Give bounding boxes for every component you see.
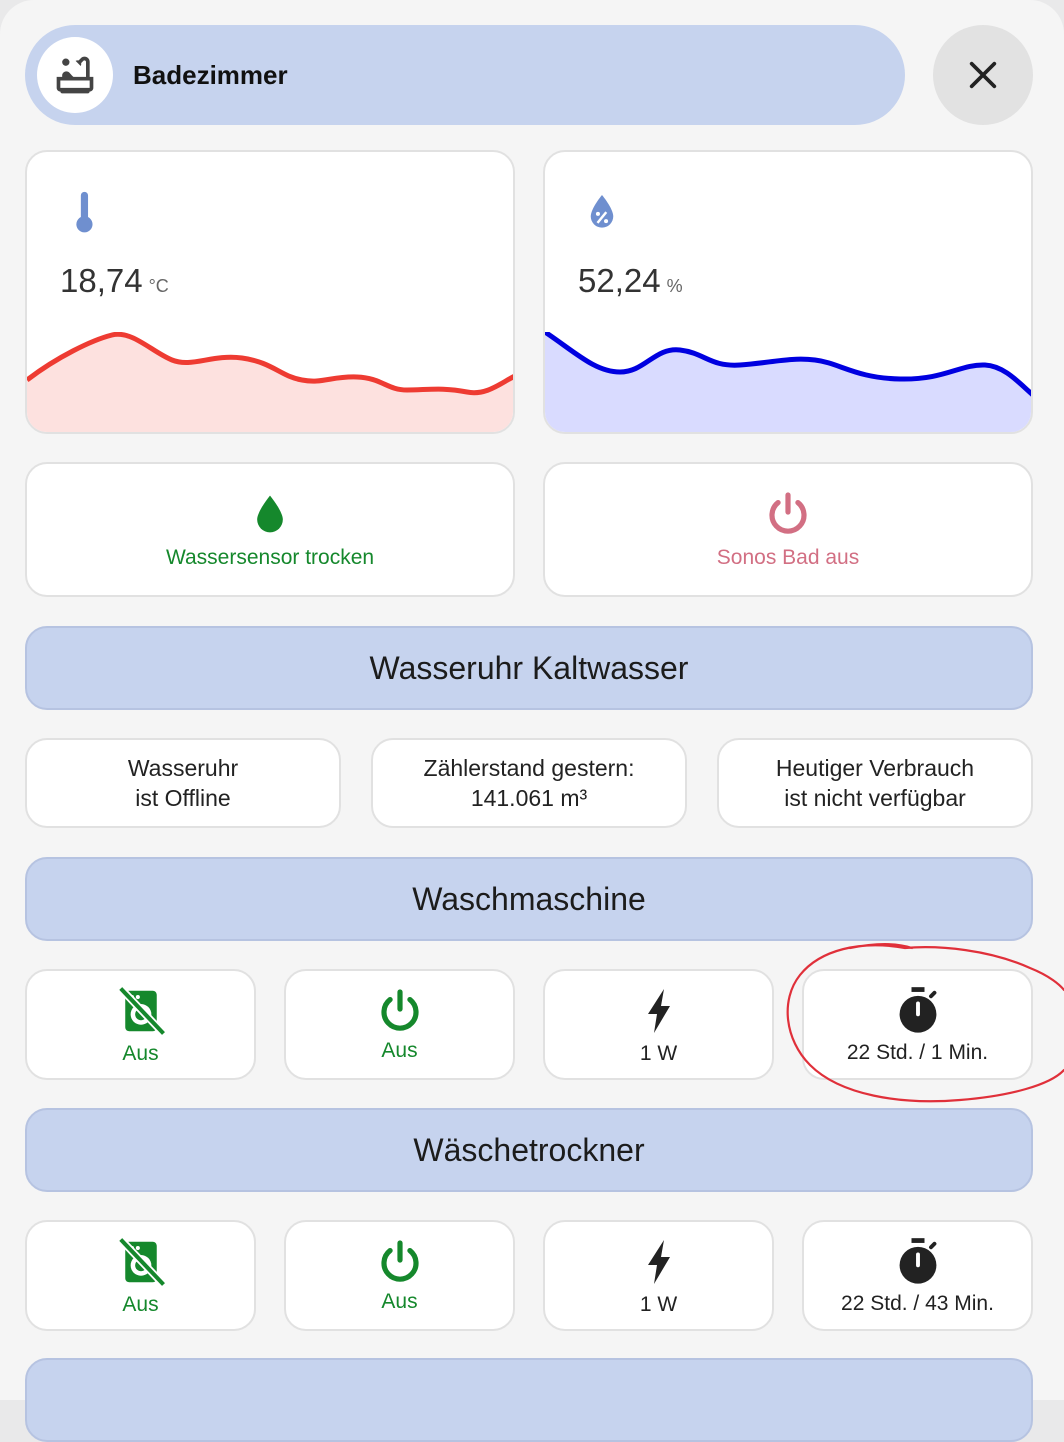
washing-machine-off-icon	[117, 985, 166, 1036]
washer-consumption-label: 1 W	[639, 1041, 678, 1065]
washer-runtime-tile[interactable]: 22 Std. / 1 Min.	[802, 969, 1033, 1080]
water-meter-today-line1: Heutiger Verbrauch	[775, 755, 975, 781]
close-button[interactable]	[933, 25, 1033, 125]
power-icon	[380, 988, 419, 1031]
dryer-consumption-label: 1 W	[639, 1292, 678, 1316]
timer-icon	[899, 986, 936, 1033]
section-next	[25, 1358, 1033, 1442]
temperature-unit: °C	[148, 276, 169, 296]
humidity-value: 52,24%	[578, 262, 683, 299]
room-title: Badezimmer	[133, 60, 288, 90]
water-drop-icon	[257, 495, 283, 532]
dryer-power-label: Aus	[381, 1289, 418, 1313]
dryer-state-label: Aus	[122, 1292, 159, 1316]
lightning-bolt-icon	[647, 988, 670, 1033]
water-sensor-tile[interactable]: Wassersensor trocken	[25, 462, 515, 597]
washing-machine-off-icon	[117, 1236, 166, 1287]
temperature-graph	[27, 332, 513, 432]
humidity-unit: %	[666, 276, 683, 296]
water-meter-today-line2: ist nicht verfügbar	[784, 785, 966, 811]
dryer-state-tile[interactable]: Aus	[25, 1220, 256, 1331]
water-meter-status-line1: Wasseruhr	[127, 755, 239, 781]
sonos-tile[interactable]: Sonos Bad aus	[543, 462, 1033, 597]
power-icon	[380, 1239, 419, 1282]
water-meter-yesterday-tile[interactable]: Zählerstand gestern: 141.061 m³	[371, 738, 687, 828]
washer-power-label: Aus	[381, 1038, 418, 1062]
temperature-value: 18,74 °C	[60, 262, 169, 299]
water-meter-yesterday-line1: Zählerstand gestern:	[423, 755, 635, 781]
timer-icon	[899, 1237, 936, 1284]
bathtub-icon	[37, 37, 113, 113]
washer-power-tile[interactable]: Aus	[284, 969, 515, 1080]
dryer-runtime-tile[interactable]: 22 Std. / 43 Min.	[802, 1220, 1033, 1331]
thermometer-icon	[76, 191, 93, 233]
dryer-power-tile[interactable]: Aus	[284, 1220, 515, 1331]
dryer-consumption-tile[interactable]: 1 W	[543, 1220, 774, 1331]
humidity-graph	[545, 332, 1031, 432]
lightning-bolt-icon	[647, 1239, 670, 1284]
dryer-runtime-label: 22 Std. / 43 Min.	[841, 1291, 994, 1315]
section-washer: Waschmaschine	[25, 857, 1033, 941]
power-icon	[769, 491, 807, 534]
humidity-card[interactable]: 52,24%	[543, 150, 1033, 434]
water-meter-today-tile[interactable]: Heutiger Verbrauch ist nicht verfügbar	[717, 738, 1033, 828]
water-meter-status-line2: ist Offline	[135, 785, 231, 811]
close-icon	[969, 61, 997, 89]
water-sensor-label: Wassersensor trocken	[165, 545, 375, 569]
section-dryer: Wäschetrockner	[25, 1108, 1033, 1192]
washer-state-label: Aus	[122, 1041, 159, 1065]
water-percent-icon	[590, 195, 614, 228]
washer-runtime-label: 22 Std. / 1 Min.	[846, 1040, 989, 1064]
water-meter-yesterday-line2: 141.061 m³	[470, 785, 588, 811]
temperature-card[interactable]: 18,74 °C	[25, 150, 515, 434]
section-water-meter: Wasseruhr Kaltwasser	[25, 626, 1033, 710]
sonos-label: Sonos Bad aus	[716, 545, 860, 569]
room-header: Badezimmer	[25, 25, 905, 125]
washer-consumption-tile[interactable]: 1 W	[543, 969, 774, 1080]
washer-state-tile[interactable]: Aus	[25, 969, 256, 1080]
water-meter-status-tile[interactable]: Wasseruhr ist Offline	[25, 738, 341, 828]
